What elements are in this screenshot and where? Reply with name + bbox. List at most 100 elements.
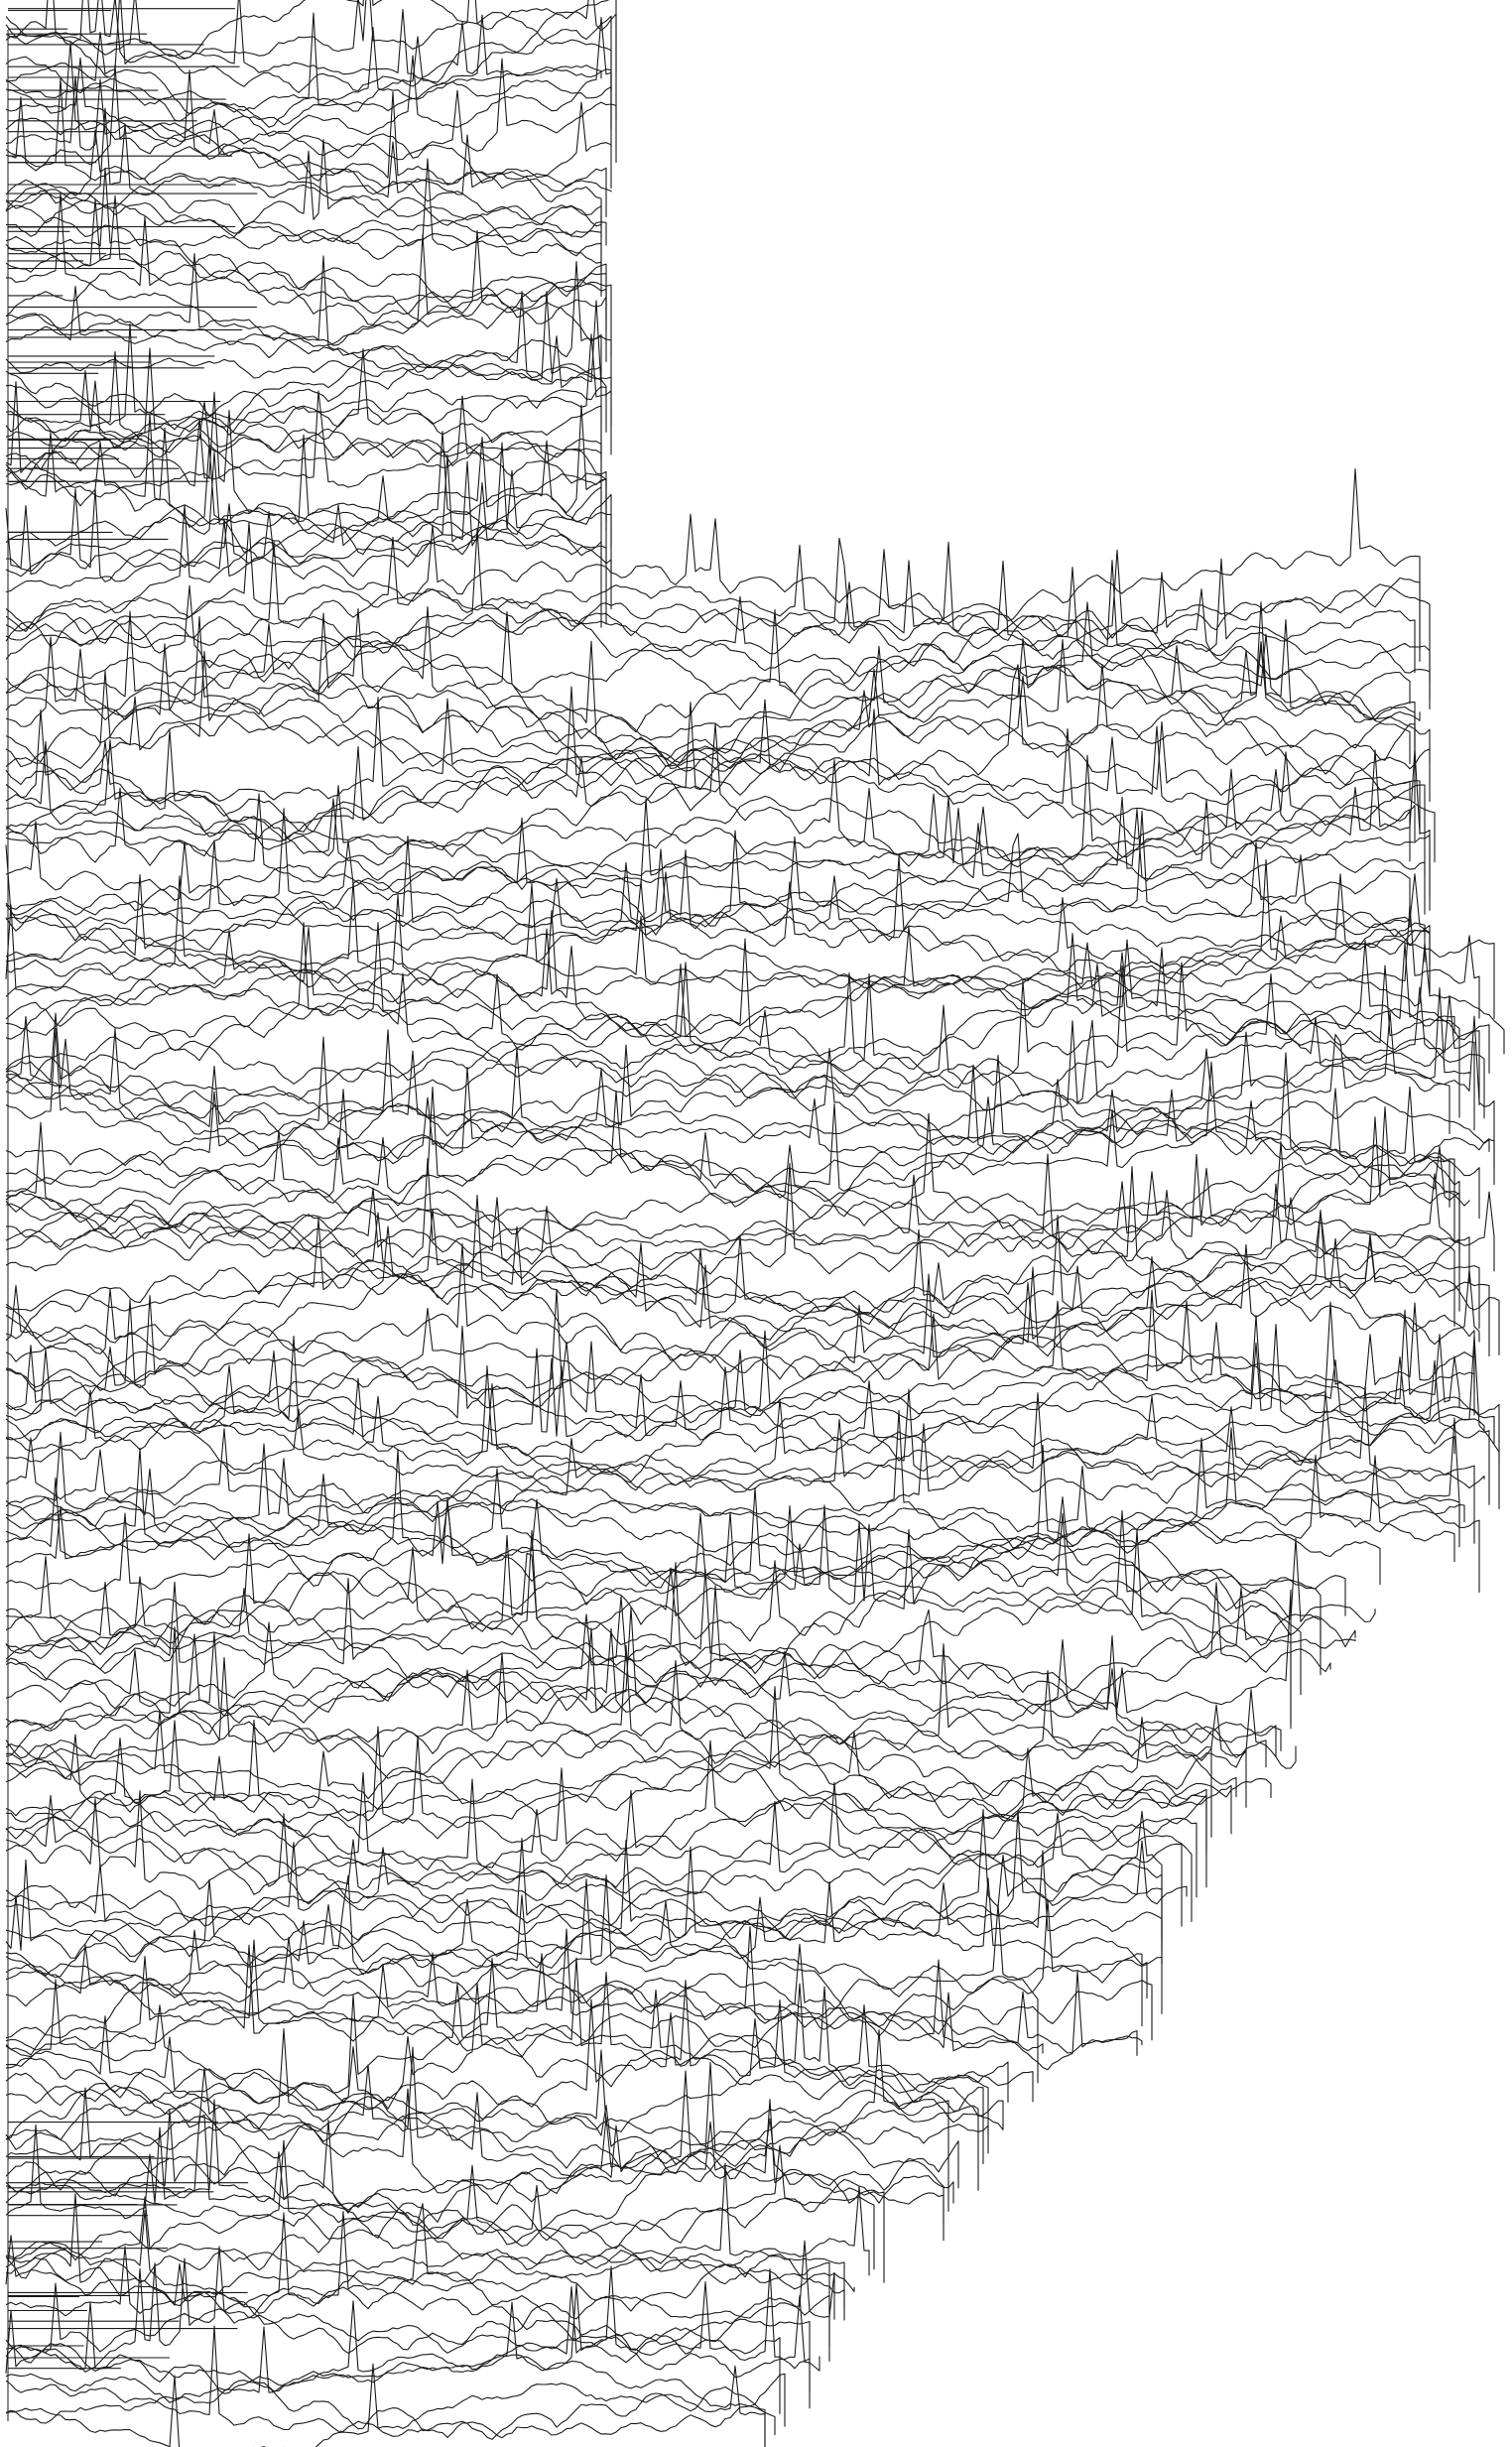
ridge-line (5, 873, 1431, 1007)
ridge-line (5, 1983, 1004, 2130)
ridge-line (5, 1781, 1193, 1926)
ridge-line (5, 129, 602, 229)
ridge-line (5, 2162, 845, 2310)
ridge-line (5, 1141, 1495, 1272)
ridge-line (5, 1088, 1460, 1235)
ridge-line (5, 2265, 781, 2414)
ridge-line (5, 1165, 1455, 1327)
ridge-line (5, 2099, 875, 2270)
ridge-line (5, 1980, 1004, 2142)
ridge-line (5, 2087, 954, 2250)
ridge-line (5, 2203, 845, 2321)
ridge-line (5, 748, 1431, 897)
ridge-line (5, 1330, 1500, 1478)
ridge-line (5, 513, 1421, 662)
ridge-line (5, 528, 1416, 673)
ridge-line (5, 2246, 811, 2391)
ridge-line (5, 1409, 1475, 1546)
ridge-line (5, 333, 612, 455)
ridge-line (5, 1716, 1212, 1854)
ridge-line (5, 0, 612, 93)
ridge-line (5, 1212, 1490, 1377)
ridge-line (5, 2257, 820, 2379)
ridge-line (5, 702, 1411, 862)
ridge-line (5, 2363, 766, 2447)
ridge-line (5, 1307, 1485, 1431)
ridge-line (5, 1443, 1480, 1593)
ridge-line (5, 198, 607, 332)
ridge-line (5, 1510, 1302, 1714)
ridge-line (5, 938, 1480, 1105)
ridge-line (5, 278, 607, 362)
ridge-line (5, 291, 607, 444)
ridge-line (5, 793, 1431, 911)
ridge-line (5, 811, 1411, 918)
ridge-line (5, 522, 1431, 682)
ridge-line (5, 91, 612, 193)
ridge-line (5, 0, 617, 72)
ridge-line (5, 252, 602, 389)
ridge-line (5, 2286, 811, 2409)
ridge-line (5, 1846, 1143, 2071)
ridge-line (5, 1027, 1495, 1185)
ridge-line (5, 1929, 1039, 2088)
ridge-line (5, 942, 1505, 1064)
ridge-line (5, 986, 1475, 1150)
ridge-line (5, 2088, 949, 2212)
ridge-line (5, 158, 602, 271)
ridge-line (5, 434, 612, 609)
ridge-line (5, 77, 607, 217)
ridge-line (5, 467, 1421, 650)
ridge-line (5, 179, 607, 247)
ridge-line (5, 1105, 1460, 1275)
ridge-line (5, 481, 607, 625)
ridge-line (5, 1036, 1470, 1221)
ridge-line (5, 2240, 835, 2320)
ridge-line (5, 965, 1460, 1119)
ridge-line (5, 17, 612, 137)
ridge-line (5, 1808, 1163, 1969)
ridge-line (5, 404, 607, 582)
ridge-line (5, 12, 612, 128)
ridge-line (5, 1589, 1292, 1724)
ridge-line (5, 708, 1431, 808)
ridge-line (5, 1289, 1455, 1460)
ridge-line (5, 1644, 1267, 1768)
ridge-line (5, 1173, 1460, 1315)
ridge-line (5, 844, 1426, 963)
ridge-line (5, 1243, 1475, 1396)
ridge-line (5, 1448, 1460, 1549)
ridge-line (5, 1546, 1322, 1692)
ridge-line (5, 42, 617, 163)
ridge-line (5, 1189, 1480, 1354)
ridge-line (5, 1898, 1143, 2028)
ridge-line (5, 848, 1431, 969)
ridge-line (5, 1529, 1322, 1670)
ridge-line (5, 261, 612, 427)
ridge-line (5, 193, 612, 356)
ridge-line (5, 910, 1470, 1080)
ridge-line (5, 567, 1411, 764)
ridge-line (5, 1928, 1044, 2054)
ridge-line (5, 469, 602, 632)
ridge-line (5, 729, 1436, 884)
ridge-line (5, 584, 1421, 739)
ridge-line (5, 808, 1411, 929)
ridge-line (5, 1710, 1232, 1835)
ridge-line (5, 2339, 786, 2440)
ridge-line (5, 391, 602, 510)
ridge-line (5, 75, 612, 151)
ridge-line (5, 623, 1416, 746)
ridge-line (5, 194, 607, 321)
ridge-line (5, 1859, 1153, 2041)
ridge-line (5, 1388, 1465, 1523)
ridge-line (5, 2114, 945, 2224)
ridge-line (5, 1790, 1163, 1940)
ridge-line (5, 2029, 984, 2170)
ridge-line (5, 1284, 1475, 1401)
ridge-line (5, 1335, 1500, 1523)
ridge-line (5, 57, 612, 195)
ridge-line (5, 821, 1426, 937)
